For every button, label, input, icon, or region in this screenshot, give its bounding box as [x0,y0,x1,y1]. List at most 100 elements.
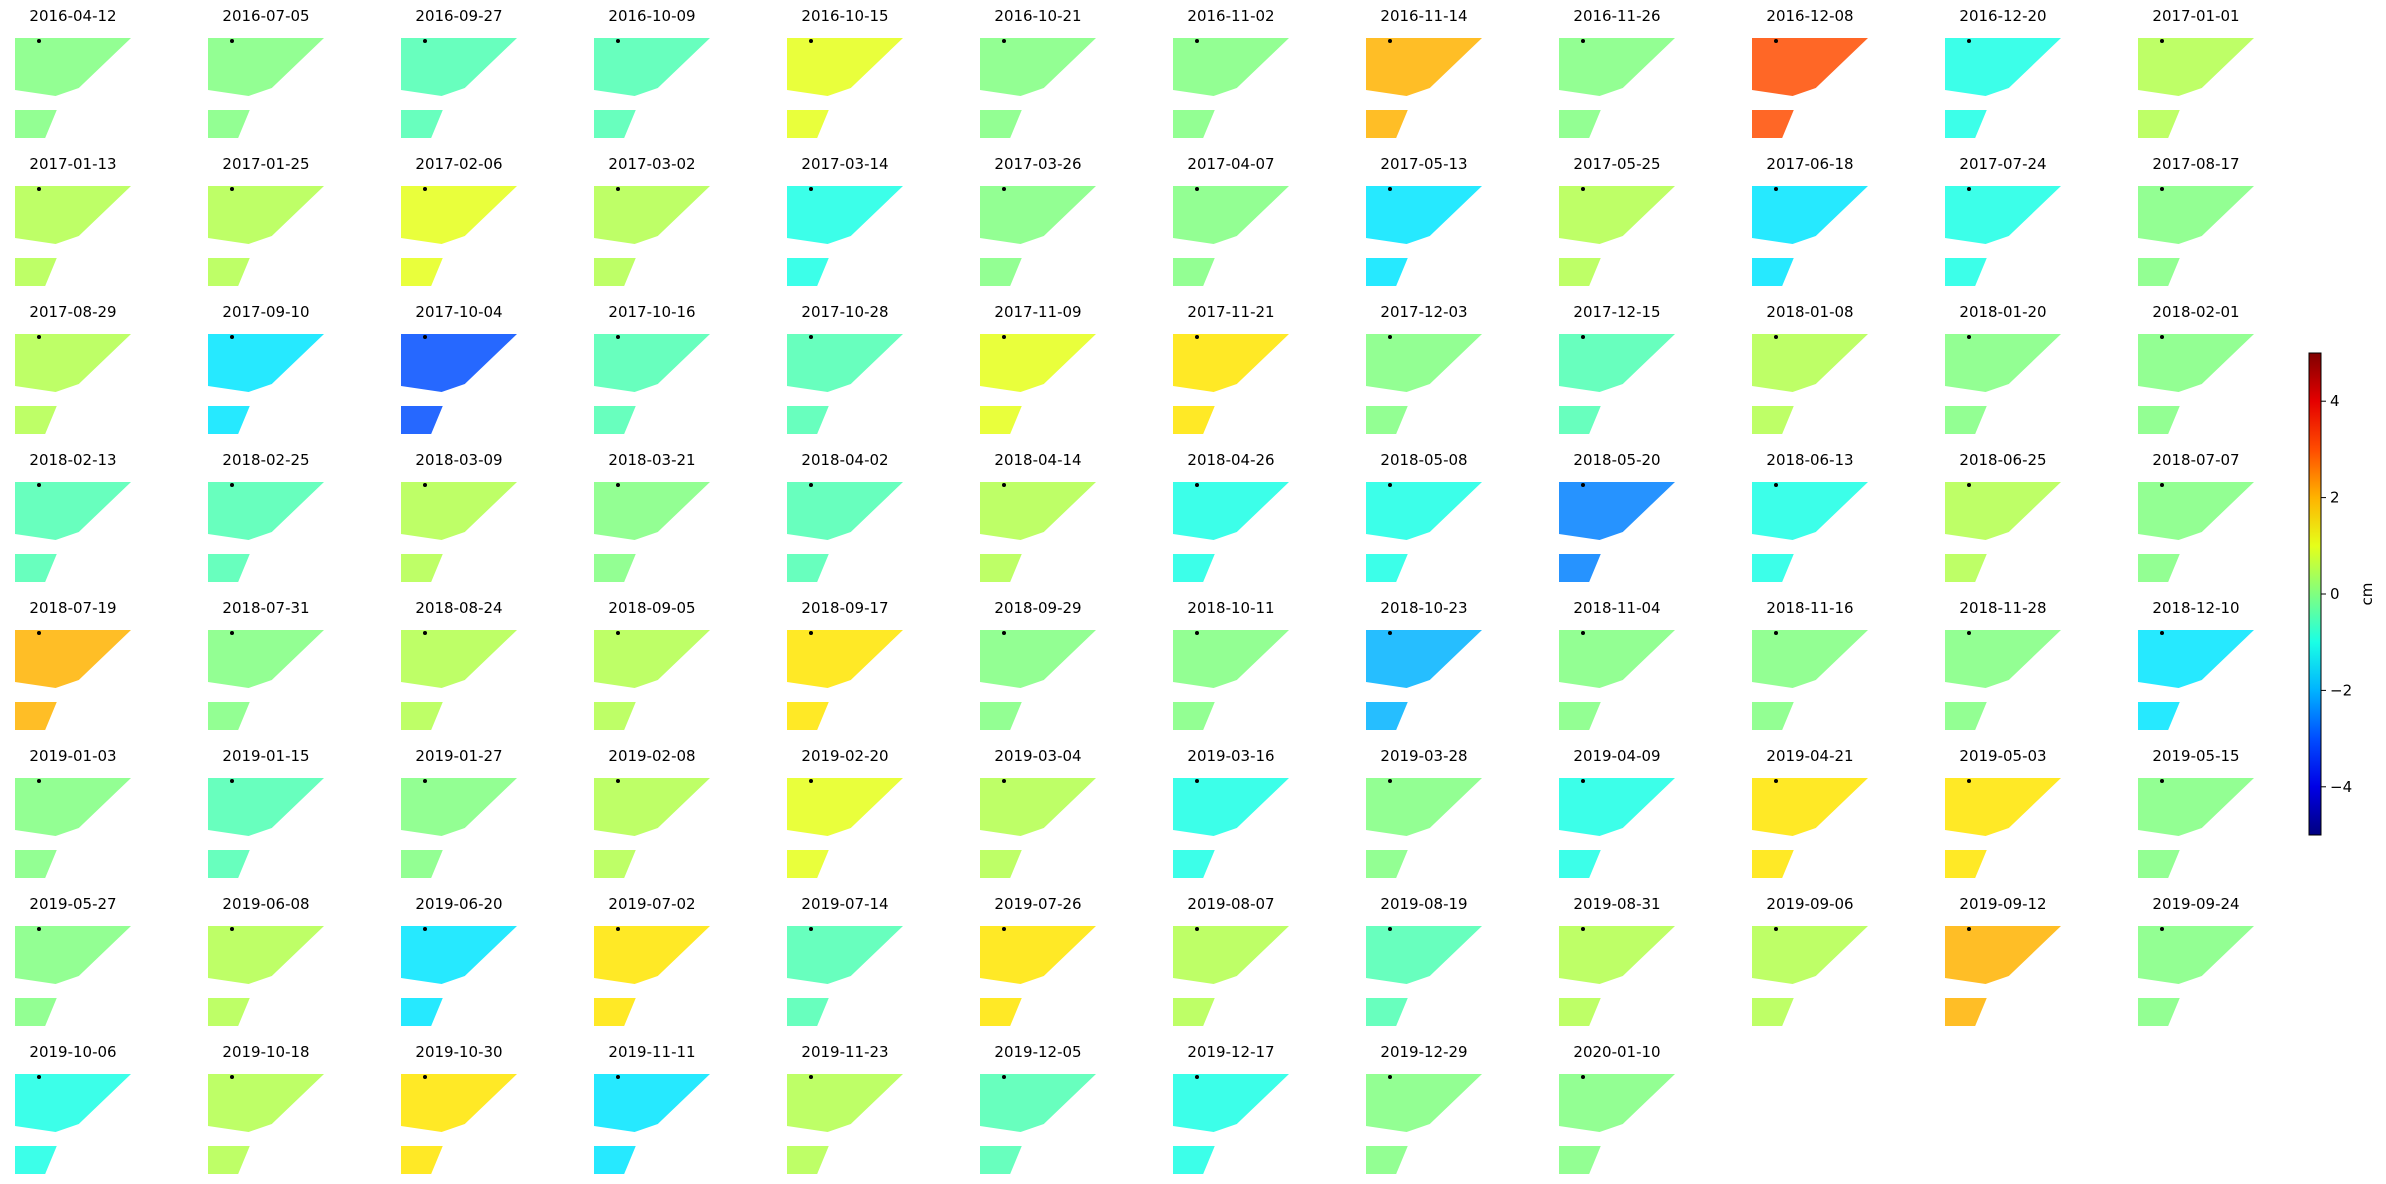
displacement-map [787,186,903,286]
panel-title: 2018-12-10 [2152,599,2239,617]
displacement-map [787,926,903,1026]
panel-title: 2017-05-13 [1380,155,1467,173]
panel-title: 2019-05-27 [29,895,116,913]
displacement-map [594,778,710,878]
displacement-map [1752,630,1868,730]
panel-title: 2019-09-12 [1959,895,2046,913]
panel-title: 2018-11-28 [1959,599,2046,617]
displacement-map [1752,482,1868,582]
reference-point [1967,187,1971,191]
displacement-map [1945,926,2061,1026]
displacement-map [1559,630,1675,730]
reference-point [37,779,41,783]
displacement-map [1559,778,1675,878]
panel-title: 2019-01-27 [415,747,502,765]
panel-title: 2017-08-17 [2152,155,2239,173]
displacement-map [1366,186,1482,286]
panel-title: 2018-03-21 [608,451,695,469]
reference-point [2160,187,2164,191]
reference-point [1388,39,1392,43]
panel-title: 2019-03-16 [1187,747,1274,765]
displacement-map [15,630,131,730]
displacement-map [1559,38,1675,138]
reference-point [1388,1075,1392,1079]
colorbar-tick-label: −2 [2330,681,2352,699]
panel-title: 2018-07-31 [222,599,309,617]
displacement-map [787,1074,903,1174]
reference-point [1774,187,1778,191]
panel-title: 2019-05-03 [1959,747,2046,765]
reference-point [1774,927,1778,931]
panel-title: 2017-01-13 [29,155,116,173]
displacement-map [594,38,710,138]
panel-title: 2019-03-04 [994,747,1081,765]
reference-point [423,631,427,635]
panel-title: 2019-04-21 [1766,747,1853,765]
reference-point [37,335,41,339]
panel-title: 2017-12-15 [1573,303,1660,321]
displacement-map [1366,630,1482,730]
reference-point [1581,187,1585,191]
panel-title: 2019-11-23 [801,1043,888,1061]
reference-point [809,631,813,635]
reference-point [2160,39,2164,43]
displacement-map [980,334,1096,434]
reference-point [230,927,234,931]
reference-point [423,483,427,487]
panel-title: 2017-04-07 [1187,155,1274,173]
reference-point [809,1075,813,1079]
displacement-map [980,186,1096,286]
panel-title: 2018-04-26 [1187,451,1274,469]
displacement-map [1366,926,1482,1026]
reference-point [423,779,427,783]
panel-title: 2017-03-26 [994,155,1081,173]
displacement-map [208,38,324,138]
panel-title: 2019-06-20 [415,895,502,913]
reference-point [1388,483,1392,487]
displacement-map [2138,630,2254,730]
reference-point [37,483,41,487]
panel-title: 2019-08-19 [1380,895,1467,913]
panel-title: 2017-05-25 [1573,155,1660,173]
displacement-map [1752,778,1868,878]
reference-point [230,335,234,339]
panel-title: 2018-02-13 [29,451,116,469]
displacement-map [787,482,903,582]
panel-title: 2019-07-14 [801,895,888,913]
panel-title: 2019-07-02 [608,895,695,913]
displacement-map [1366,482,1482,582]
displacement-map [2138,778,2254,878]
reference-point [809,335,813,339]
displacement-map [401,186,517,286]
displacement-map [980,482,1096,582]
displacement-map [1173,630,1289,730]
panel-title: 2016-04-12 [29,7,116,25]
panel-title: 2017-06-18 [1766,155,1853,173]
displacement-map [15,334,131,434]
panel-title: 2017-03-14 [801,155,888,173]
reference-point [1002,187,1006,191]
reference-point [1774,39,1778,43]
displacement-map [1559,482,1675,582]
reference-point [37,1075,41,1079]
displacement-map [980,1074,1096,1174]
panel-title: 2019-11-11 [608,1043,695,1061]
displacement-map [1945,186,2061,286]
displacement-map [401,926,517,1026]
panel-title: 2017-01-01 [2152,7,2239,25]
reference-point [1774,335,1778,339]
reference-point [2160,631,2164,635]
displacement-map [1366,1074,1482,1174]
reference-point [37,927,41,931]
panel-title: 2018-10-11 [1187,599,1274,617]
panel-title: 2018-11-16 [1766,599,1853,617]
displacement-map [1366,334,1482,434]
reference-point [1967,779,1971,783]
panel-title: 2019-05-15 [2152,747,2239,765]
displacement-map [208,630,324,730]
reference-point [37,187,41,191]
panel-title: 2019-09-24 [2152,895,2239,913]
displacement-map [1173,1074,1289,1174]
panel-title: 2016-11-26 [1573,7,1660,25]
